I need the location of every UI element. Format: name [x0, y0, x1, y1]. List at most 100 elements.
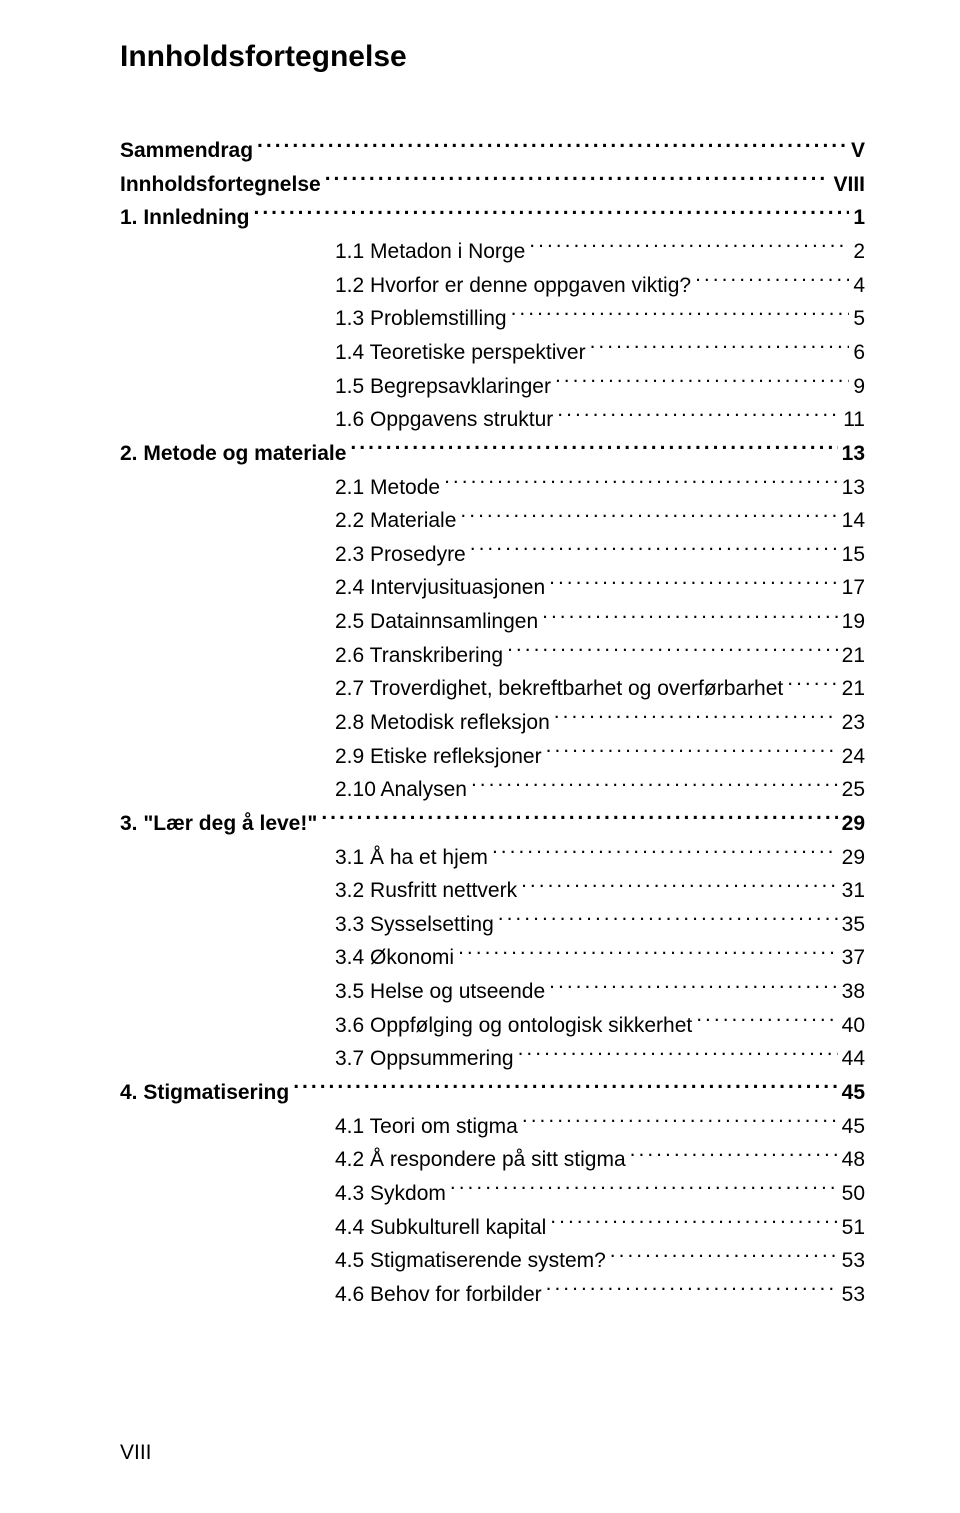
toc-leader-dots	[522, 1110, 838, 1133]
toc-leader-dots	[254, 201, 850, 224]
toc-leader-dots	[546, 1278, 838, 1301]
toc-page-number: 29	[842, 842, 865, 875]
toc-leader-dots	[787, 672, 837, 695]
toc-page-number: 29	[842, 808, 865, 841]
toc-label: 2.1 Metode	[335, 472, 440, 505]
toc-label: 2.4 Intervjusituasjonen	[335, 572, 545, 605]
toc-entry: 3. "Lær deg å leve!"29	[120, 807, 865, 841]
toc-label: 2.6 Transkribering	[335, 640, 503, 673]
toc-label: 2. Metode og materiale	[120, 438, 346, 471]
toc-page-number: 21	[842, 673, 865, 706]
toc-entry: 4.1 Teori om stigma45	[120, 1110, 865, 1144]
toc-leader-dots	[350, 437, 837, 460]
toc-page-number: 13	[842, 438, 865, 471]
toc-page-number: 14	[842, 505, 865, 538]
toc-page-number: 19	[842, 606, 865, 639]
toc-leader-dots	[529, 235, 849, 258]
toc-leader-dots	[542, 605, 838, 628]
toc-page-number: 51	[842, 1212, 865, 1245]
toc-leader-dots	[470, 538, 838, 561]
toc-label: 2.5 Datainnsamlingen	[335, 606, 538, 639]
toc-label: 3.3 Sysselsetting	[335, 909, 494, 942]
toc-label: 2.3 Prosedyre	[335, 539, 466, 572]
toc-label: 1.3 Problemstilling	[335, 303, 507, 336]
toc-page-number: 9	[853, 371, 865, 404]
toc-entry: 2.9 Etiske refleksjoner24	[120, 740, 865, 774]
toc-leader-dots	[444, 470, 838, 493]
toc-entry: 2.2 Materiale 14	[120, 504, 865, 538]
toc-page-number: 5	[853, 303, 865, 336]
toc-leader-dots	[257, 134, 847, 157]
toc-page-number: 35	[842, 909, 865, 942]
toc-label: 3.4 Økonomi	[335, 942, 454, 975]
toc-page-number: 15	[842, 539, 865, 572]
toc-entry: 4. Stigmatisering45	[120, 1076, 865, 1110]
toc-leader-dots	[549, 975, 837, 998]
toc-leader-dots	[325, 168, 830, 191]
toc-leader-dots	[610, 1244, 838, 1267]
toc-entry: 2.1 Metode 13	[120, 470, 865, 504]
toc-entry: 2.6 Transkribering21	[120, 639, 865, 673]
toc-page-number: 45	[842, 1111, 865, 1144]
toc-entry: 3.7 Oppsummering44	[120, 1042, 865, 1076]
toc-page-number: 13	[842, 472, 865, 505]
toc-leader-dots	[521, 874, 838, 897]
toc-page-number: 44	[842, 1043, 865, 1076]
toc-entry: 2.8 Metodisk refleksjon23	[120, 706, 865, 740]
toc-page-number: 11	[843, 404, 865, 437]
toc-label: 3.2 Rusfritt nettverk	[335, 875, 517, 908]
toc-entry: 2.5 Datainnsamlingen 19	[120, 605, 865, 639]
toc-leader-dots	[458, 941, 838, 964]
toc-entry: 3.5 Helse og utseende38	[120, 975, 865, 1009]
toc-entry: SammendragV	[120, 134, 865, 168]
toc-leader-dots	[507, 639, 838, 662]
toc-leader-dots	[557, 403, 839, 426]
toc-entry: 1.3 Problemstilling 5	[120, 302, 865, 336]
toc-entry: 3.6 Oppfølging og ontologisk sikkerhet 40	[120, 1009, 865, 1043]
toc-entry: 1. Innledning1	[120, 201, 865, 235]
toc-page-number: 25	[842, 774, 865, 807]
toc-label: 4.5 Stigmatiserende system?	[335, 1245, 606, 1278]
toc-entry: 4.5 Stigmatiserende system?53	[120, 1244, 865, 1278]
toc-leader-dots	[492, 840, 838, 863]
toc-leader-dots	[511, 302, 850, 325]
toc-page-number: 31	[842, 875, 865, 908]
toc-leader-dots	[293, 1076, 837, 1099]
toc-entry: 3.1 Å ha et hjem29	[120, 840, 865, 874]
toc-page-number: 50	[842, 1178, 865, 1211]
toc-label: 2.7 Troverdighet, bekreftbarhet og overf…	[335, 673, 783, 706]
toc-label: 2.10 Analysen	[335, 774, 467, 807]
toc-leader-dots	[695, 269, 849, 292]
toc-page-number: 17	[842, 572, 865, 605]
toc-label: 4.2 Å respondere på sitt stigma	[335, 1144, 626, 1177]
toc-page-number: 1	[853, 202, 865, 235]
toc-page-number: 24	[842, 741, 865, 774]
toc-entry: 1.2 Hvorfor er denne oppgaven viktig?4	[120, 269, 865, 303]
toc-leader-dots	[460, 504, 837, 527]
page-title: Innholdsfortegnelse	[120, 40, 865, 74]
toc-entry: 4.2 Å respondere på sitt stigma 48	[120, 1143, 865, 1177]
toc-entry: 2.3 Prosedyre 15	[120, 538, 865, 572]
toc-label: 1.2 Hvorfor er denne oppgaven viktig?	[335, 270, 691, 303]
toc-leader-dots	[450, 1177, 838, 1200]
toc-page-number: 37	[842, 942, 865, 975]
toc-label: 4.6 Behov for forbilder	[335, 1279, 542, 1312]
toc-entry: 1.6 Oppgavens struktur 11	[120, 403, 865, 437]
toc-label: 1.6 Oppgavens struktur	[335, 404, 553, 437]
toc-label: 4. Stigmatisering	[120, 1077, 289, 1110]
toc-leader-dots	[471, 773, 838, 796]
toc-label: 2.2 Materiale	[335, 505, 456, 538]
toc-leader-dots	[549, 571, 838, 594]
toc-page-number: 40	[842, 1010, 865, 1043]
toc-label: 4.3 Sykdom	[335, 1178, 446, 1211]
toc-page-number: 48	[842, 1144, 865, 1177]
toc-leader-dots	[555, 369, 849, 392]
toc-entry: 2.7 Troverdighet, bekreftbarhet og overf…	[120, 672, 865, 706]
toc-leader-dots	[546, 740, 838, 763]
toc-label: 1.5 Begrepsavklaringer	[335, 371, 551, 404]
toc-label: 3.6 Oppfølging og ontologisk sikkerhet	[335, 1010, 692, 1043]
toc-leader-dots	[518, 1042, 838, 1065]
toc-label: 3.5 Helse og utseende	[335, 976, 545, 1009]
toc-label: 2.8 Metodisk refleksjon	[335, 707, 550, 740]
toc-label: 1.1 Metadon i Norge	[335, 236, 525, 269]
